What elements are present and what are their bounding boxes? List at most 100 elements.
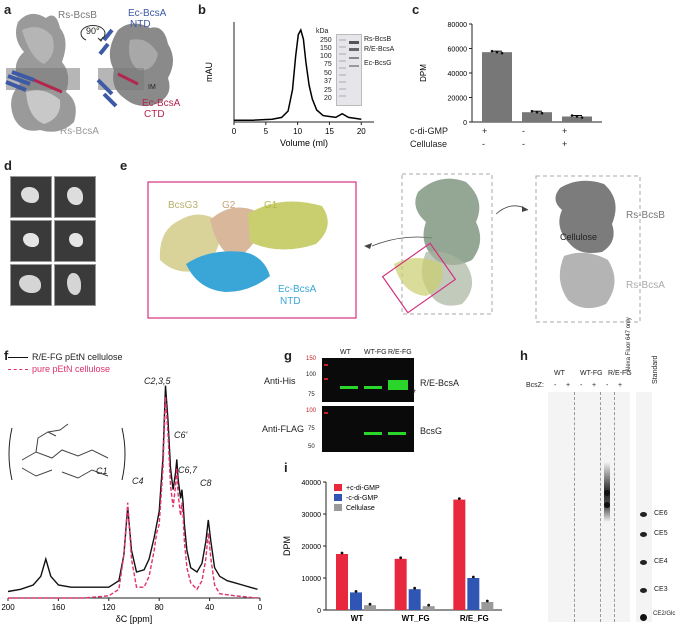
i-bar bbox=[422, 606, 435, 610]
h-std-ce3: CE3 bbox=[654, 586, 668, 593]
g-star: * bbox=[412, 388, 416, 399]
label-rotation: 90° bbox=[86, 26, 100, 36]
gel-75: 75 bbox=[324, 61, 332, 68]
i-point bbox=[368, 602, 372, 606]
c-point bbox=[580, 116, 584, 119]
c-r2-1: - bbox=[482, 139, 485, 149]
i-point bbox=[471, 575, 475, 579]
g-blot-flag bbox=[322, 406, 414, 452]
f-x-tick-label: 80 bbox=[155, 603, 164, 612]
f-peak-c8: C8 bbox=[200, 478, 212, 488]
e-cellulose: Cellulose bbox=[560, 232, 598, 242]
gel-100: 100 bbox=[320, 53, 332, 60]
c-row2-label: Cellulase bbox=[410, 139, 448, 149]
em-class-4 bbox=[54, 220, 96, 262]
em-class-1 bbox=[10, 176, 52, 218]
gel-37: 37 bbox=[324, 78, 332, 85]
b-x-label: Volume (ml) bbox=[280, 138, 328, 148]
b-x-tick-label: 10 bbox=[293, 127, 302, 136]
c-y-tick-label: 60000 bbox=[448, 47, 468, 54]
chart-b: 0 5 10 15 20 Volume (ml) mAU bbox=[204, 22, 374, 148]
gel-50: 50 bbox=[324, 70, 332, 77]
chart-c: 0 20000 40000 60000 80000 DPM bbox=[419, 22, 602, 127]
f-legend-1: R/E-FG pEtN cellulose bbox=[32, 352, 123, 362]
f-peak-c6p: C6' bbox=[174, 430, 188, 440]
h-col-wt: WT bbox=[554, 370, 565, 377]
h-std-ce4: CE4 bbox=[654, 558, 668, 565]
i-bar bbox=[350, 592, 362, 610]
gel-kda: kDa bbox=[316, 28, 329, 35]
gel-25: 25 bbox=[324, 87, 332, 94]
g-col-refg: R/E-FG bbox=[388, 349, 412, 356]
c-bar bbox=[522, 112, 552, 122]
h-bcsz: BcsZ: bbox=[526, 382, 544, 389]
b-chromatogram-line bbox=[234, 28, 362, 121]
i-x-tick-label: WT bbox=[351, 614, 364, 623]
label-rs-bcsa: Rs-BcsA bbox=[60, 126, 99, 137]
chart-i: 0 10000 20000 30000 40000 DPM WT WT_FG R/E_FG +c-… bbox=[282, 480, 502, 623]
i-y-label: DPM bbox=[282, 536, 292, 556]
g-flag-100: 100 bbox=[306, 408, 317, 414]
h-std-ce6: CE6 bbox=[654, 510, 668, 517]
gel-150: 150 bbox=[320, 45, 332, 52]
g-his-75: 75 bbox=[308, 392, 315, 398]
panel-e-letter: e bbox=[120, 158, 128, 173]
f-x-tick-label: 200 bbox=[1, 603, 15, 612]
label-im: IM bbox=[148, 84, 156, 91]
i-point bbox=[340, 551, 344, 555]
h-pm-2: + bbox=[566, 382, 571, 389]
panel-a-letter: a bbox=[4, 2, 12, 17]
c-point bbox=[495, 50, 499, 54]
h-std-ce5: CE5 bbox=[654, 530, 668, 537]
c-r1-1: + bbox=[482, 126, 488, 136]
h-pm-1: - bbox=[554, 382, 557, 389]
em-class-3 bbox=[10, 220, 52, 262]
em-class-5 bbox=[10, 264, 52, 306]
g-re-bcsa: R/E-BcsA bbox=[420, 378, 460, 388]
chart-f: 200 160 120 80 40 0 δC [ppm] bbox=[1, 385, 263, 624]
i-x-tick-label: R/E_FG bbox=[460, 614, 489, 623]
gel-rs-bcsb: Rs-BcsB bbox=[364, 36, 392, 43]
f-x-label: δC [ppm] bbox=[116, 614, 153, 624]
c-point bbox=[535, 110, 539, 114]
h-pm-3: - bbox=[580, 382, 583, 389]
b-x-tick-label: 5 bbox=[264, 127, 269, 136]
gel-250: 250 bbox=[320, 37, 332, 44]
c-y-tick-label: 0 bbox=[463, 120, 467, 127]
label-ec-ntd-2: NTD bbox=[130, 19, 151, 30]
i-bar bbox=[394, 558, 407, 610]
b-x-tick-label: 20 bbox=[357, 127, 366, 136]
i-bar bbox=[408, 589, 421, 610]
g-anti-his: Anti-His bbox=[264, 376, 296, 386]
i-y-tick-label: 10000 bbox=[302, 576, 322, 583]
f-peak-c67: C6,7 bbox=[178, 465, 198, 475]
f-peak-c4: C4 bbox=[132, 476, 144, 486]
e-ntd-2: NTD bbox=[280, 296, 301, 307]
c-point bbox=[530, 109, 534, 113]
c-r2-3: + bbox=[562, 139, 568, 149]
e-g1: G1 bbox=[264, 200, 278, 211]
c-y-tick-label: 20000 bbox=[448, 96, 468, 103]
e-ntd-1: Ec-BcsA bbox=[278, 284, 317, 295]
g-col-wtfg: WT-FG bbox=[364, 349, 387, 356]
i-legend-swatch bbox=[334, 504, 342, 511]
f-series-line-1 bbox=[7, 385, 258, 593]
f-x-tick-label: 160 bbox=[52, 603, 66, 612]
h-col-standard: Standard bbox=[652, 355, 659, 384]
i-bar bbox=[467, 578, 480, 610]
h-standard-lane bbox=[636, 392, 652, 622]
i-legend-swatch bbox=[334, 484, 342, 491]
h-pm-4: + bbox=[592, 382, 597, 389]
g-his-100: 100 bbox=[306, 372, 317, 378]
i-point bbox=[399, 556, 403, 560]
i-bar bbox=[453, 499, 466, 610]
panel-c-letter: c bbox=[412, 2, 420, 17]
c-y-tick-label: 40000 bbox=[448, 71, 468, 78]
g-flag-50: 50 bbox=[308, 444, 315, 450]
panel-g-letter: g bbox=[284, 348, 292, 363]
f-molecule bbox=[8, 423, 126, 481]
h-std-ce2: CE2/Glc bbox=[653, 611, 676, 617]
em-class-2 bbox=[54, 176, 96, 218]
i-point bbox=[485, 599, 489, 603]
c-y-label: DPM bbox=[419, 64, 428, 82]
